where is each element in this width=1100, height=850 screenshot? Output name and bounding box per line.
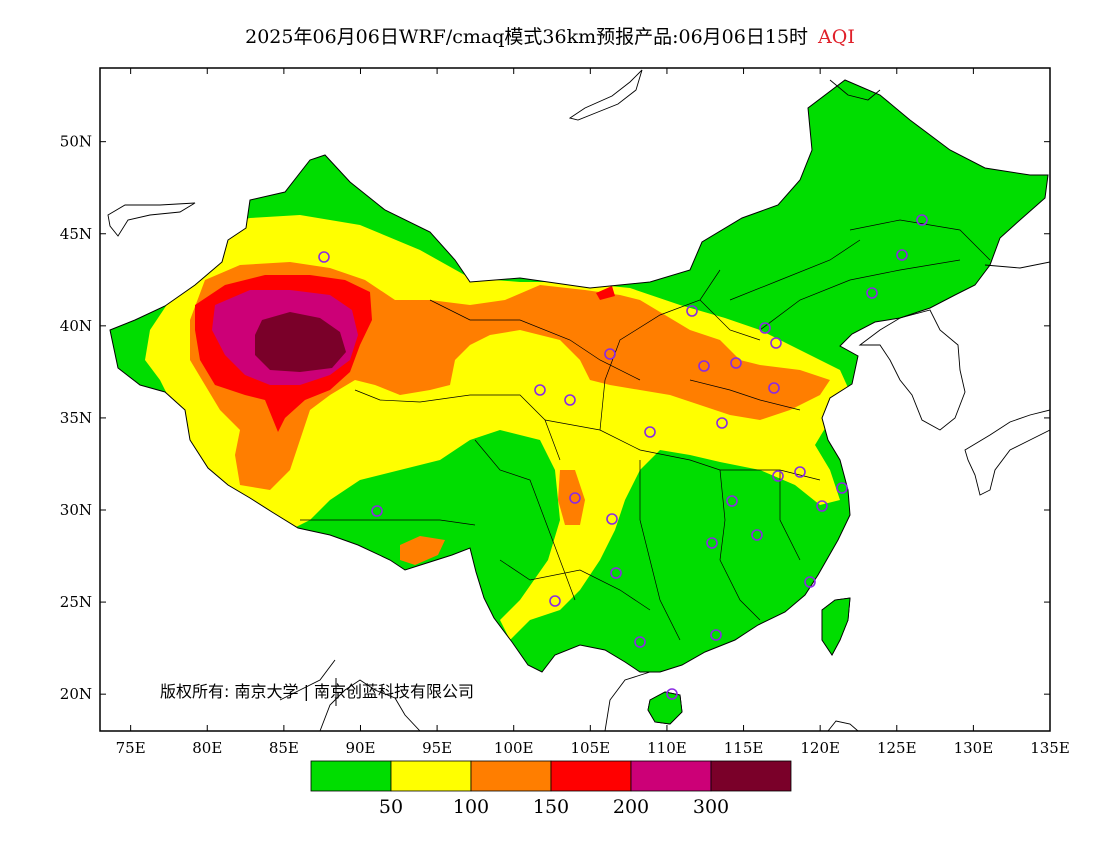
legend-swatch <box>710 760 792 792</box>
lon-tick-label: 125E <box>877 739 917 757</box>
lat-tick-label: 25N <box>60 593 92 611</box>
aqi-legend: 50 100 150 200 300 <box>310 760 792 818</box>
legend-swatch <box>310 760 392 792</box>
city-marker <box>634 636 646 648</box>
legend-swatch <box>470 760 552 792</box>
latitude-axis: 50N 45N 40N 35N 30N 25N 20N <box>60 133 1050 703</box>
city-marker <box>318 251 330 263</box>
lon-tick-label: 105E <box>571 739 611 757</box>
city-marker <box>706 537 718 549</box>
lon-tick-label: 85E <box>269 739 299 757</box>
lat-tick-label: 35N <box>60 409 92 427</box>
city-marker <box>371 505 383 517</box>
city-marker <box>726 495 738 507</box>
title-main: 2025年06月06日WRF/cmaq模式36km预报产品:06月06日15时 <box>245 26 809 48</box>
city-marker <box>730 357 742 369</box>
legend-label: 50 <box>379 796 403 818</box>
longitude-axis: 75E 80E 85E 90E 95E 100E 105E 110E 115E 120E 125E 1… <box>116 68 1070 757</box>
city-marker <box>770 337 782 349</box>
legend-swatch <box>550 760 632 792</box>
lon-tick-label: 135E <box>1030 739 1070 757</box>
legend-label: 300 <box>693 796 729 818</box>
city-marker <box>686 305 698 317</box>
lon-tick-label: 95E <box>422 739 452 757</box>
city-marker <box>644 426 656 438</box>
taiwan-island <box>821 597 851 656</box>
lat-tick-label: 45N <box>60 225 92 243</box>
map-title: 2025年06月06日WRF/cmaq模式36km预报产品:06月06日15时 A… <box>0 22 1100 49</box>
lon-tick-label: 110E <box>647 739 687 757</box>
lat-tick-label: 20N <box>60 685 92 703</box>
city-marker <box>569 492 581 504</box>
legend-swatch <box>390 760 472 792</box>
city-marker <box>606 513 618 525</box>
lat-tick-label: 50N <box>60 133 92 151</box>
aqi-level-hazardous <box>255 312 346 372</box>
city-marker <box>604 348 616 360</box>
city-marker <box>916 214 928 226</box>
neighbour-coastlines <box>107 69 1050 731</box>
lon-tick-label: 75E <box>116 739 146 757</box>
city-marker <box>794 466 806 478</box>
city-marker <box>698 360 710 372</box>
city-marker <box>772 470 784 482</box>
lon-tick-label: 80E <box>192 739 222 757</box>
legend-label: 150 <box>533 796 569 818</box>
legend-swatch <box>630 760 712 792</box>
city-marker <box>564 394 576 406</box>
city-marker <box>759 322 771 334</box>
city-marker <box>751 529 763 541</box>
city-marker <box>836 482 848 494</box>
lon-tick-label: 130E <box>954 739 994 757</box>
city-marker <box>534 384 546 396</box>
legend-label: 200 <box>613 796 649 818</box>
aqi-level-unhealthy <box>596 286 615 300</box>
city-marker <box>804 576 816 588</box>
lon-tick-label: 120E <box>800 739 840 757</box>
lon-tick-label: 90E <box>345 739 375 757</box>
aqi-level-sensitive <box>558 470 585 525</box>
city-marker <box>666 688 678 700</box>
province-boundaries <box>300 219 991 641</box>
lon-tick-label: 100E <box>494 739 534 757</box>
copyright-text: 版权所有: 南京大学 | 南京创蓝科技有限公司 <box>160 682 474 701</box>
lon-tick-label: 115E <box>724 739 764 757</box>
city-marker <box>710 629 722 641</box>
city-marker <box>866 287 878 299</box>
city-marker <box>610 567 622 579</box>
city-markers <box>318 214 928 700</box>
city-marker <box>816 500 828 512</box>
legend-label: 100 <box>453 796 489 818</box>
city-marker <box>716 417 728 429</box>
city-marker <box>896 249 908 261</box>
aqi-level-sensitive <box>400 536 445 565</box>
lat-tick-label: 30N <box>60 501 92 519</box>
title-variable: AQI <box>818 26 855 48</box>
city-marker <box>768 382 780 394</box>
lat-tick-label: 40N <box>60 317 92 335</box>
city-marker <box>549 595 561 607</box>
